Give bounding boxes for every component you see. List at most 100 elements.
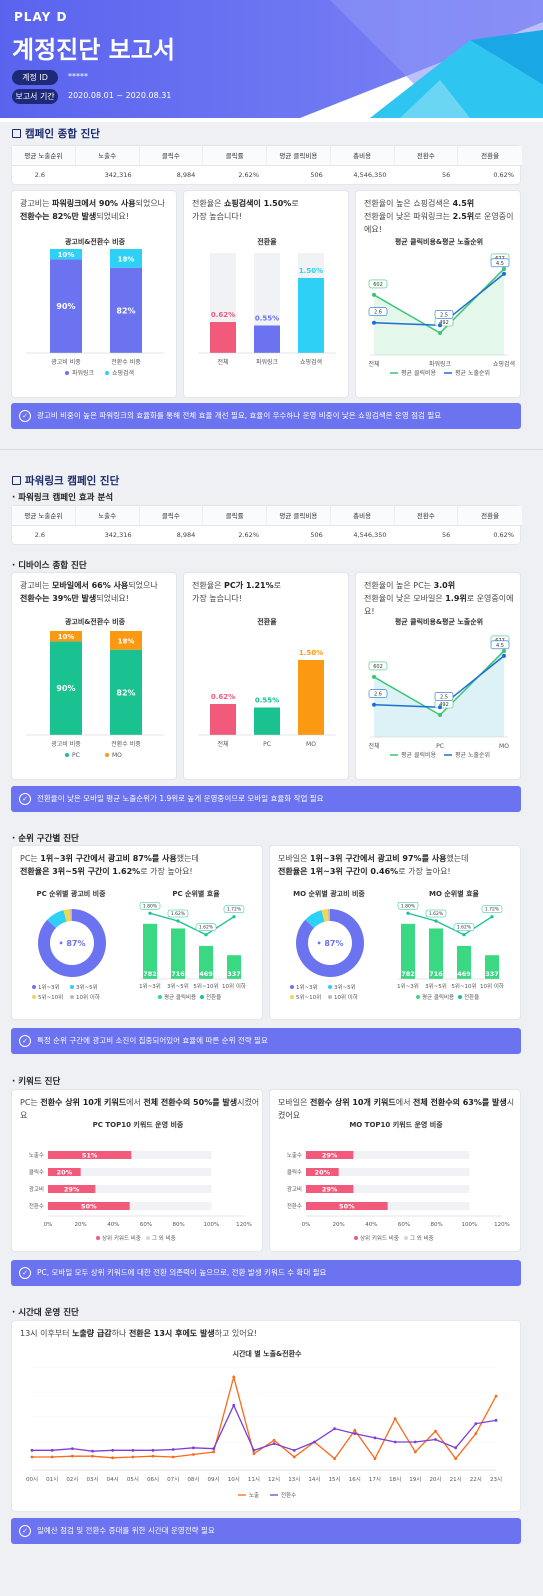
tick-label: 80% [431, 1222, 443, 1228]
tick-label: 노출수 [287, 1151, 302, 1159]
tick-label: 14시 [308, 1477, 320, 1483]
tick-label: 파워링크 [256, 358, 279, 366]
data-label: 2.5 [440, 312, 448, 318]
tick-label: 노출수 [29, 1151, 44, 1159]
tick-label: 11시 [248, 1477, 260, 1483]
data-label: 82% [116, 306, 135, 315]
bar-main [50, 641, 82, 735]
tick-label: 전환수 비중 [111, 358, 141, 366]
report-header: PLAY D 계정진단 보고서 계정 ID ***** 보고서 기간 2020.… [0, 0, 543, 122]
area [374, 650, 504, 737]
tick-label: 20% [333, 1222, 345, 1228]
data-label: 1.62% [457, 925, 472, 931]
s2-banner: ✓ 전환율이 낮은 모바일 평균 노출순위가 1.9위로 높게 운영중이므로 모바… [11, 786, 521, 812]
legend-marker [70, 985, 74, 989]
check-icon: ✓ [19, 410, 31, 422]
s2-sub2: · 디바이스 종합 진단 [12, 561, 87, 571]
data-label: 2.6 [374, 692, 382, 698]
bar-top [50, 631, 82, 642]
data-point [494, 1418, 498, 1422]
table-cell: 342,316 [104, 531, 132, 539]
s1-cpc-card: 전환율이 높은 쇼핑검색은 4.5위 전환율이 낮은 파워링크는 2.5위로 운영… [355, 190, 521, 398]
mo-kw-note: 모바일은 전환수 상위 10개 키워드에서 전체 전환수의 63%를 발생시켰어… [278, 1098, 515, 1120]
data-label: 20% [57, 1169, 73, 1177]
data-point [232, 1403, 236, 1407]
data-point [204, 933, 208, 937]
label-box [434, 309, 454, 319]
tick-label: MO [499, 743, 509, 750]
legend-label: 평균 노출순위 [455, 751, 490, 759]
mo-rank-card: 모바일은 1위~3위 구간에서 광고비 97%를 사용했는데 전환율은 1위~3위… [269, 845, 521, 1020]
legend-marker [200, 995, 204, 999]
bar-top [110, 249, 142, 268]
legend-marker [290, 985, 294, 989]
tick-label: 08시 [187, 1477, 199, 1483]
tick-label: 60% [140, 1222, 152, 1228]
tick-label: 07시 [167, 1477, 179, 1483]
pc-kw-card: PC는 전환수 상위 10개 키워드에서 전체 전환수의 50%를 발생시켰어요… [11, 1089, 263, 1252]
bar [254, 325, 280, 353]
data-point [454, 1446, 458, 1450]
s2-cpc-note: 전환율이 높은 PC는 3.0위 전환율이 낮은 모바일은 1.9위로 운영중이에… [364, 581, 514, 616]
data-label: 10% [58, 633, 75, 641]
s1-cpc-title: 평균 클릭비용&평균 노출순위 [394, 238, 484, 246]
data-label: 29% [64, 1186, 80, 1194]
donut-center-label: • 87% [58, 939, 85, 948]
bar [306, 1202, 388, 1210]
tick-label: 광고비 비중 [51, 740, 81, 748]
pc-kw-chart: 51% 노출수 20% 클릭수 29% 광고비 50% 전환수 0% 20% 40% 60% 80% 10… [29, 1151, 252, 1242]
data-point [131, 1455, 135, 1459]
data-point [272, 1438, 276, 1442]
tick-label: 100% [203, 1222, 219, 1228]
tick-label: PC [263, 741, 271, 748]
s2-sub1: · 파워링크 캠페인 효과 분석 [12, 493, 114, 503]
data-label: 20% [315, 1169, 331, 1177]
data-point [50, 1448, 54, 1452]
pie-slice [305, 910, 325, 929]
legend-label: 전환수 [281, 1491, 296, 1499]
data-point [252, 1452, 256, 1456]
legend-label: 10위 이하 [76, 993, 100, 1001]
tick-label: 10위 이하 [480, 982, 504, 990]
table-cell: 2.6 [34, 171, 46, 179]
legend-label: 1위~3위 [38, 983, 60, 991]
tick-label: 3위~5위 [425, 982, 447, 990]
bar-bg [306, 1168, 470, 1176]
data-point [30, 1448, 34, 1452]
check-icon: ✓ [19, 1525, 31, 1537]
tick-label: 02시 [66, 1477, 78, 1483]
data-label: 51% [82, 1152, 98, 1160]
tick-label: 3위~5위 [167, 982, 189, 990]
data-point [434, 1438, 437, 1441]
pc-rank-note: PC는 1위~3위 구간에서 광고비 87%를 사용했는데 전환율은 3위~5위 … [20, 854, 199, 876]
tick-label: 16시 [349, 1477, 361, 1483]
data-point [151, 1448, 155, 1452]
bar [210, 704, 236, 735]
s2-banner3: ✓ PC, 모바일 모두 상위 키워드에 대한 전환 의존력이 높으므로, 전환 … [11, 1260, 521, 1286]
mo-rank-note: 모바일은 1위~3위 구간에서 광고비 97%를 사용했는데 전환율은 1위~3위… [278, 854, 469, 876]
tick-label: 120% [236, 1222, 252, 1228]
table-header: 전환율 [458, 506, 522, 526]
edit-icon [12, 476, 21, 485]
data-label: 782 [143, 970, 157, 978]
table-cell: 342,316 [104, 171, 132, 179]
series-line [32, 1403, 497, 1452]
tick-label: 23시 [490, 1477, 502, 1483]
table-cell: 56 [441, 531, 451, 539]
tick-label: 21시 [450, 1477, 462, 1483]
s2-cvr-note: 전환율은 PC가 1.21%로 가장 높습니다! [192, 581, 281, 603]
table-header: 클릭수 [139, 146, 204, 166]
data-label: 716 [429, 970, 443, 978]
tick-label: 전체 [368, 360, 379, 368]
data-label: 90% [56, 302, 75, 311]
bar [306, 1168, 339, 1176]
tick-label: 쇼핑검색 [493, 360, 515, 368]
data-point [372, 320, 376, 325]
pie-slice [296, 909, 364, 977]
series-line [407, 912, 493, 936]
legend-label: 3위~5위 [334, 983, 356, 991]
data-point [232, 1375, 236, 1379]
table-cell: 4,546,350 [353, 171, 387, 179]
data-point [333, 1457, 337, 1461]
legend-marker [32, 985, 36, 989]
